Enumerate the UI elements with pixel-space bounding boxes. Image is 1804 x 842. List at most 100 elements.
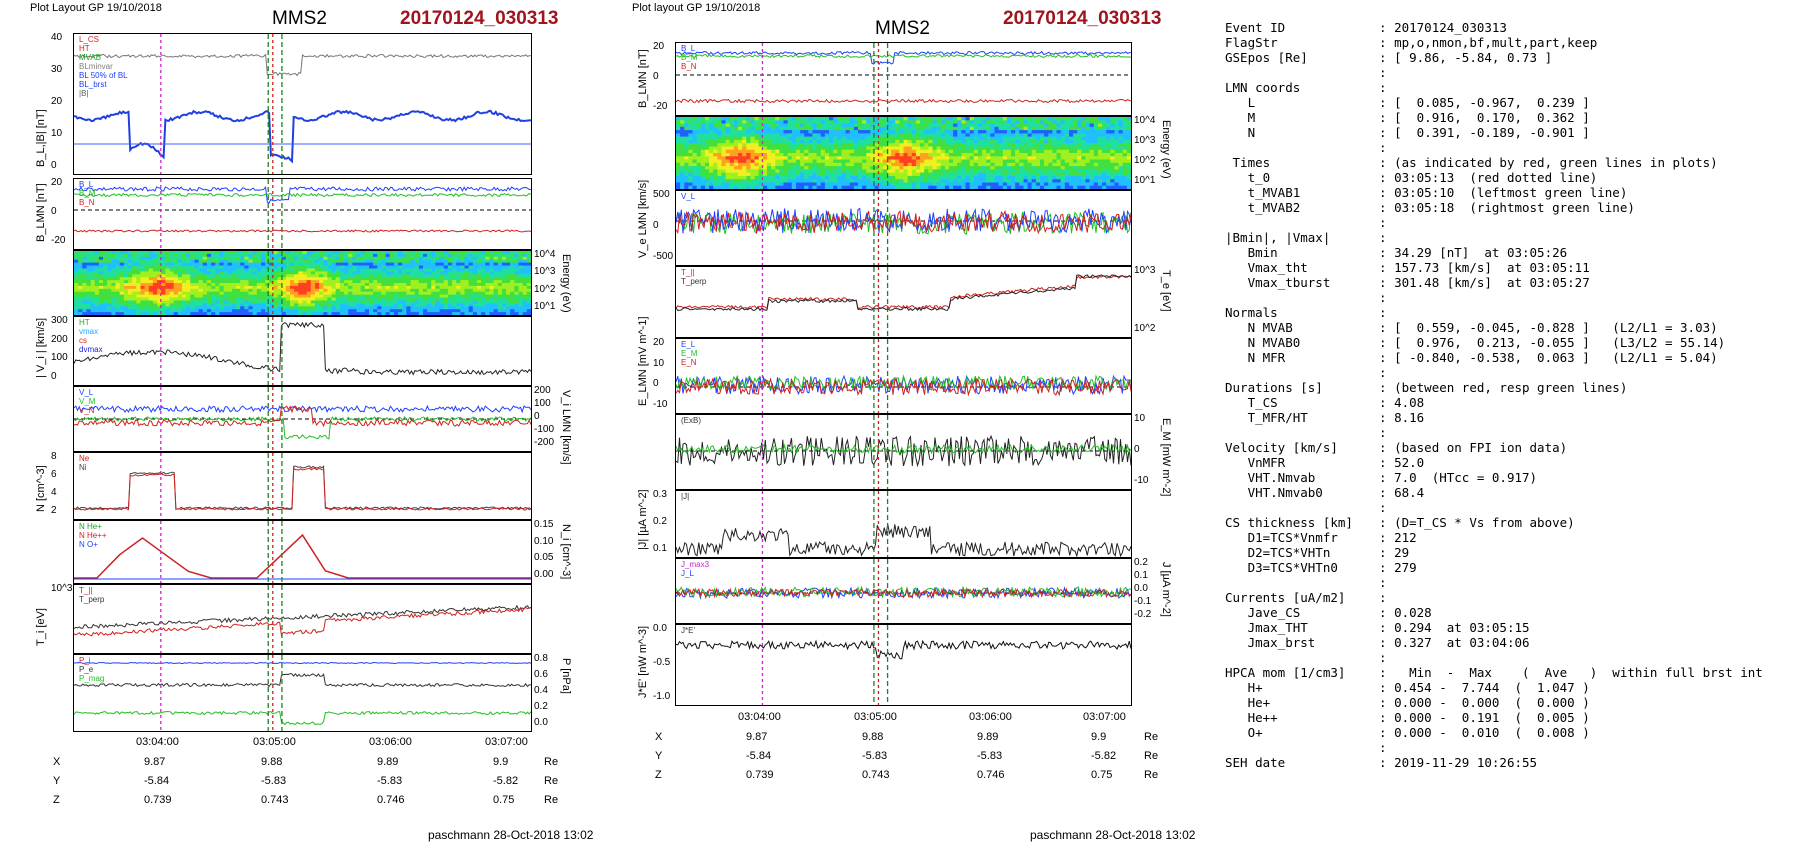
spectrogram-cell xyxy=(481,298,486,302)
left-panel-p-plot xyxy=(74,655,531,731)
spectrogram-cell xyxy=(858,186,863,189)
spectrogram-cell xyxy=(527,266,531,270)
left-panel-spec-plot xyxy=(74,251,531,315)
spectrogram-cell xyxy=(294,312,299,315)
spectrogram-cell xyxy=(107,266,112,270)
spectrogram-cell xyxy=(460,312,465,315)
spectrogram-cell xyxy=(103,298,108,302)
spectrogram-cell xyxy=(1077,186,1082,189)
spectrogram-cell xyxy=(502,298,507,302)
spectrogram-cell xyxy=(813,186,818,189)
spectrogram-cell xyxy=(170,266,175,270)
spectrogram-cell xyxy=(261,266,266,270)
spectrogram-cell xyxy=(792,186,797,189)
spectrogram-cell xyxy=(207,298,212,302)
left-b-legend-item: L_CS xyxy=(79,35,128,44)
spectrogram-cell xyxy=(219,312,224,315)
spectrogram-cell xyxy=(717,186,722,189)
left-b-series-absB xyxy=(74,55,531,76)
spectrogram-cell xyxy=(771,186,776,189)
spectrogram-cell xyxy=(684,186,689,189)
spectrogram-cell xyxy=(141,266,146,270)
spectrogram-cell xyxy=(465,298,470,302)
spectrogram-cell xyxy=(377,312,382,315)
spectrogram-cell xyxy=(298,298,303,302)
left-ti-series-1 xyxy=(74,608,531,636)
spectrogram-cell xyxy=(957,186,962,189)
left-ti-series-0 xyxy=(74,606,531,629)
spectrogram-cell xyxy=(348,266,353,270)
spectrogram-cell xyxy=(290,312,295,315)
left-ni-series-0 xyxy=(74,535,531,578)
left-event-title: 20170124_030313 xyxy=(400,8,559,30)
right-event-title: 20170124_030313 xyxy=(1003,8,1162,30)
spectrogram-cell xyxy=(398,312,403,315)
spectrogram-cell xyxy=(111,312,116,315)
spectrogram-cell xyxy=(982,186,987,189)
spectrogram-cell xyxy=(348,312,353,315)
left-coord-value: 9.9 xyxy=(493,756,508,768)
spectrogram-cell xyxy=(91,312,96,315)
spectrogram-cell xyxy=(290,298,295,302)
spectrogram-cell xyxy=(170,312,175,315)
spectrogram-cell xyxy=(1106,186,1111,189)
left-vi-ylabel: | V_i | [km/s] xyxy=(35,318,47,378)
spectrogram-cell xyxy=(336,312,341,315)
right-blmn-legend-item: B_N xyxy=(681,62,697,71)
spectrogram-cell xyxy=(456,312,461,315)
spectrogram-cell xyxy=(1057,186,1062,189)
spectrogram-cell xyxy=(527,312,531,315)
spectrogram-cell xyxy=(111,298,116,302)
spectrogram-cell xyxy=(767,186,772,189)
spectrogram-cell xyxy=(165,298,170,302)
spectrogram-cell xyxy=(269,266,274,270)
spectrogram-cell xyxy=(995,186,1000,189)
spectrogram-cell xyxy=(132,266,137,270)
spectrogram-cell xyxy=(211,266,216,270)
spectrogram-cell xyxy=(332,312,337,315)
spectrogram-cell xyxy=(523,312,528,315)
spectrogram-cell xyxy=(161,298,166,302)
spectrogram-cell xyxy=(120,298,125,302)
spectrogram-cell xyxy=(203,312,208,315)
spectrogram-cell xyxy=(460,266,465,270)
left-vi-tick: 200 xyxy=(51,334,68,345)
left-ni-legend-item: N He+ xyxy=(79,522,107,531)
left-spec-tick: 10^4 xyxy=(534,249,555,260)
spectrogram-cell xyxy=(265,298,270,302)
spectrogram-cell xyxy=(448,298,453,302)
spectrogram-cell xyxy=(145,312,150,315)
spectrogram-cell xyxy=(523,298,528,302)
left-p-tick: 0.0 xyxy=(534,717,548,728)
spectrogram-cell xyxy=(228,312,233,315)
left-ti-legend-item: T_perp xyxy=(79,595,104,604)
spectrogram-cell xyxy=(257,266,262,270)
left-panel-blmn-plot xyxy=(74,179,531,249)
spectrogram-cell xyxy=(398,266,403,270)
spectrogram-cell xyxy=(473,312,478,315)
spectrogram-cell xyxy=(303,266,308,270)
spectrogram-cell xyxy=(199,312,204,315)
spectrogram-cell xyxy=(186,266,191,270)
left-coord-value: -5.84 xyxy=(144,775,169,787)
spectrogram-cell xyxy=(261,298,266,302)
spectrogram-cell xyxy=(742,186,747,189)
right-blmn-series-2 xyxy=(676,100,1131,103)
left-vi-legend-item: cs xyxy=(79,336,103,345)
spectrogram-cell xyxy=(986,186,991,189)
spectrogram-cell xyxy=(490,312,495,315)
spectrogram-cell xyxy=(128,266,133,270)
left-spec-tick: 10^1 xyxy=(534,301,555,312)
spectrogram-cell xyxy=(323,298,328,302)
spectrogram-cell xyxy=(415,266,420,270)
spectrogram-cell xyxy=(966,186,971,189)
spectrogram-cell xyxy=(153,266,158,270)
left-n-legend-item: Ne xyxy=(79,454,89,463)
spectrogram-cell xyxy=(344,312,349,315)
spectrogram-cell xyxy=(456,266,461,270)
left-ti-tick: 10^3 xyxy=(51,583,72,594)
left-panel-vlmn xyxy=(73,386,532,452)
left-vlmn-tick: -200 xyxy=(534,437,554,448)
